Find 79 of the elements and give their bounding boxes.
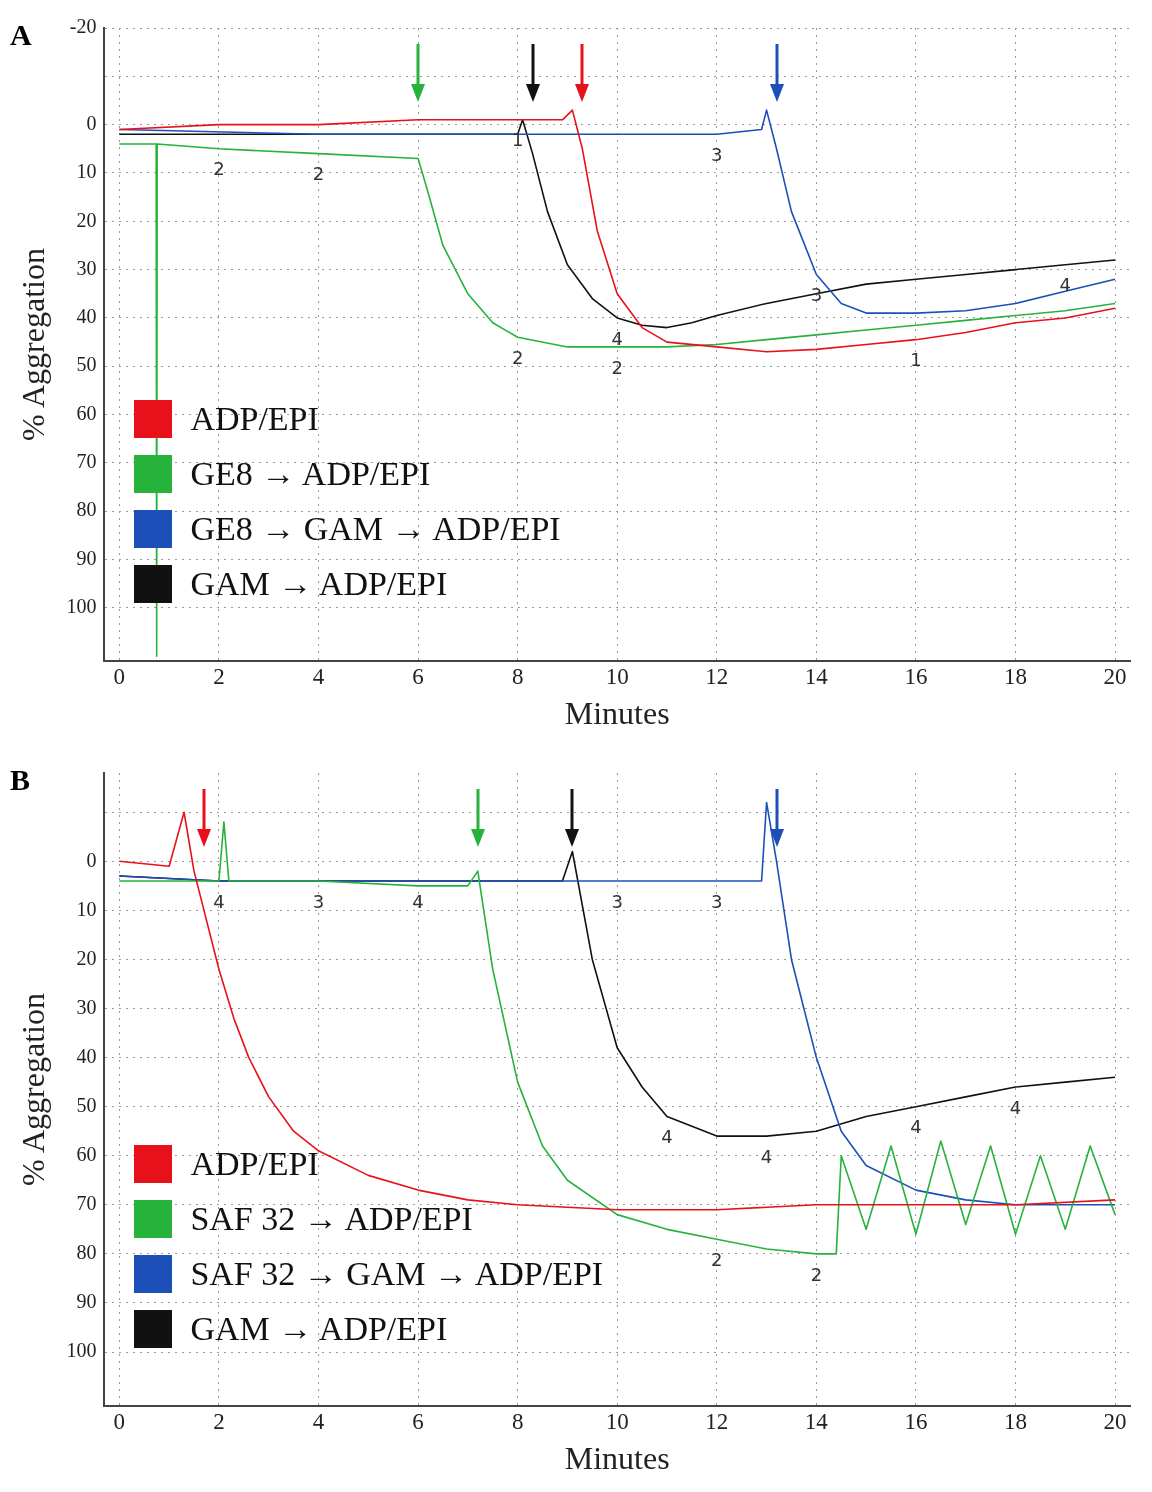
annotation: 2 (312, 163, 325, 185)
x-tick-label: 8 (511, 663, 524, 689)
annotation: 2 (711, 1248, 723, 1270)
chart-title: B (10, 763, 31, 797)
y-tick-label: 60 (76, 1142, 97, 1165)
x-tick-label: 2 (213, 1408, 225, 1434)
x-tick-label: 18 (1003, 663, 1027, 689)
chart-title: A (10, 18, 32, 52)
y-tick-label: 90 (76, 1290, 97, 1313)
y-tick-label: 60 (76, 401, 97, 424)
annotation: 4 (611, 327, 623, 349)
x-axis-title: Minutes (564, 695, 670, 732)
y-tick-label: 70 (76, 1192, 97, 1215)
y-tick-label: 100 (66, 1339, 97, 1362)
x-tick-label: 6 (412, 663, 424, 689)
annotation: 4 (213, 890, 225, 912)
y-tick-label: 0 (86, 848, 97, 871)
annotation: 2 (810, 1263, 823, 1285)
y-tick-label: 70 (76, 450, 97, 473)
annotation: 3 (711, 890, 723, 912)
y-tick-label: 20 (76, 208, 97, 231)
y-tick-label: 40 (76, 305, 97, 328)
annotation: 4 (412, 890, 424, 912)
legend-label: GE8 → GAM → ADP/EPI (190, 509, 561, 548)
x-axis-title: Minutes (564, 1440, 670, 1477)
x-tick-label: 8 (511, 1408, 524, 1434)
x-tick-label: 16 (904, 663, 928, 689)
y-tick-label: 10 (76, 897, 97, 920)
annotation: 4 (661, 1126, 673, 1148)
annotation: 4 (1059, 274, 1071, 296)
y-tick-label: 40 (76, 1044, 97, 1067)
annotation: 4 (760, 1145, 773, 1167)
x-tick-label: 2 (213, 663, 225, 689)
annotation: 4 (1009, 1096, 1022, 1118)
annotation: 4 (910, 1116, 922, 1138)
y-tick-label: 30 (76, 995, 97, 1018)
legend-label: SAF 32 → ADP/EPI (190, 1199, 473, 1238)
legend-label: GAM → ADP/EPI (190, 564, 448, 603)
x-tick-label: 0 (113, 1408, 126, 1434)
y-tick-label: 20 (76, 946, 97, 969)
annotation: 1 (910, 349, 922, 371)
annotation: 3 (611, 890, 623, 912)
legend-label: GE8 → ADP/EPI (190, 454, 431, 493)
x-tick-label: 0 (113, 663, 126, 689)
annotation: 2 (511, 346, 524, 368)
x-tick-label: 12 (705, 1408, 729, 1434)
y-tick-label: 10 (76, 160, 97, 183)
x-tick-label: 18 (1003, 1408, 1027, 1434)
annotation: 1 (511, 129, 524, 151)
y-tick-label: 90 (76, 546, 97, 569)
legend-label: SAF 32 → GAM → ADP/EPI (190, 1254, 604, 1293)
y-axis-title: % Aggregation (14, 248, 51, 441)
x-tick-label: 14 (804, 663, 829, 689)
annotation: 2 (611, 356, 623, 378)
y-tick-label: 30 (76, 256, 97, 279)
y-tick-label: 0 (86, 111, 97, 134)
x-tick-label: 10 (605, 1408, 629, 1434)
x-tick-label: 16 (904, 1408, 928, 1434)
annotation: 2 (213, 158, 225, 180)
y-tick-label: 80 (76, 498, 97, 521)
y-tick-label: 50 (76, 1093, 97, 1116)
y-tick-label: 50 (76, 353, 97, 376)
y-tick-label: 100 (66, 595, 97, 618)
annotation: 3 (312, 890, 325, 912)
legend-label: ADP/EPI (190, 1144, 319, 1183)
x-tick-label: 4 (312, 663, 325, 689)
x-tick-label: 14 (804, 1408, 829, 1434)
x-tick-label: 20 (1103, 1408, 1127, 1434)
y-axis-title: % Aggregation (14, 993, 51, 1186)
x-tick-label: 4 (312, 1408, 325, 1434)
legend-label: GAM → ADP/EPI (190, 1309, 448, 1348)
y-tick-label: -20 (69, 15, 97, 38)
x-tick-label: 10 (605, 663, 629, 689)
x-tick-label: 12 (705, 663, 729, 689)
x-tick-label: 20 (1103, 663, 1127, 689)
y-tick-label: 80 (76, 1241, 97, 1264)
legend-label: ADP/EPI (190, 399, 319, 438)
annotation: 3 (711, 143, 723, 165)
x-tick-label: 6 (412, 1408, 424, 1434)
